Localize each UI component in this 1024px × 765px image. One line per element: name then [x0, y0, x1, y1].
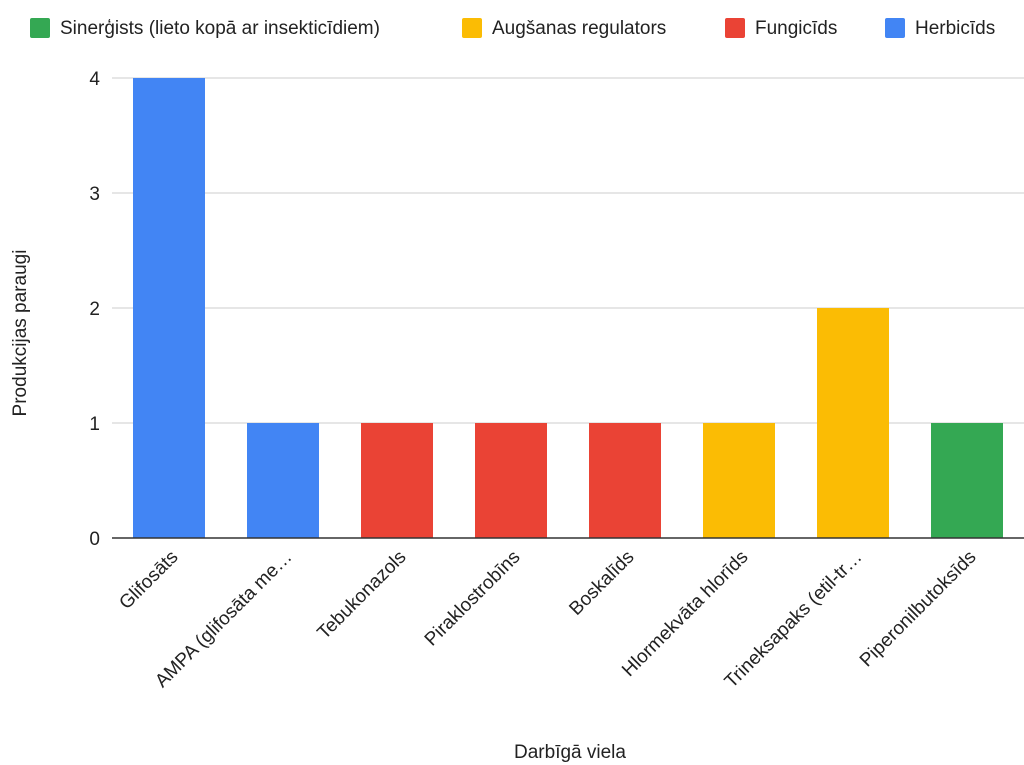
legend-item[interactable]: Sinerģists (lieto kopā ar insekticīdiem) — [30, 18, 380, 39]
x-tick-label: Glifosāts — [115, 547, 182, 614]
y-tick-label: 4 — [89, 69, 100, 90]
x-tick-label: Piperonilbutoksīds — [856, 547, 981, 672]
legend-item[interactable]: Fungicīds — [725, 18, 837, 39]
bar[interactable] — [247, 423, 319, 538]
x-tick-label: Hlormekvāta hlorīds — [618, 547, 752, 681]
legend-swatch — [30, 18, 50, 38]
x-axis-title: Darbīgā viela — [514, 742, 626, 763]
x-tick-label: Tebukonazols — [314, 547, 411, 644]
bar[interactable] — [475, 423, 547, 538]
y-axis-title: Produkcijas paraugi — [10, 250, 31, 417]
bars — [133, 78, 1003, 538]
y-tick-label: 1 — [89, 414, 100, 435]
legend-item[interactable]: Herbicīds — [885, 18, 995, 39]
legend-swatch — [725, 18, 745, 38]
x-tick-label: Piraklostrobīns — [421, 547, 525, 651]
y-tick-label: 0 — [89, 529, 100, 550]
legend-swatch — [462, 18, 482, 38]
bar[interactable] — [589, 423, 661, 538]
legend-label: Fungicīds — [755, 18, 837, 39]
bar[interactable] — [931, 423, 1003, 538]
legend-label: Augšanas regulators — [492, 18, 666, 39]
bar[interactable] — [361, 423, 433, 538]
legend-item[interactable]: Augšanas regulators — [462, 18, 666, 39]
x-tick-label: Boskalīds — [565, 547, 638, 620]
bar[interactable] — [133, 78, 205, 538]
legend-label: Herbicīds — [915, 18, 995, 39]
y-tick-label: 3 — [89, 184, 100, 205]
legend-label: Sinerģists (lieto kopā ar insekticīdiem) — [60, 18, 380, 39]
y-tick-label: 2 — [89, 299, 100, 320]
bar[interactable] — [703, 423, 775, 538]
bar[interactable] — [817, 308, 889, 538]
legend: Sinerģists (lieto kopā ar insekticīdiem)… — [30, 18, 995, 39]
legend-swatch — [885, 18, 905, 38]
